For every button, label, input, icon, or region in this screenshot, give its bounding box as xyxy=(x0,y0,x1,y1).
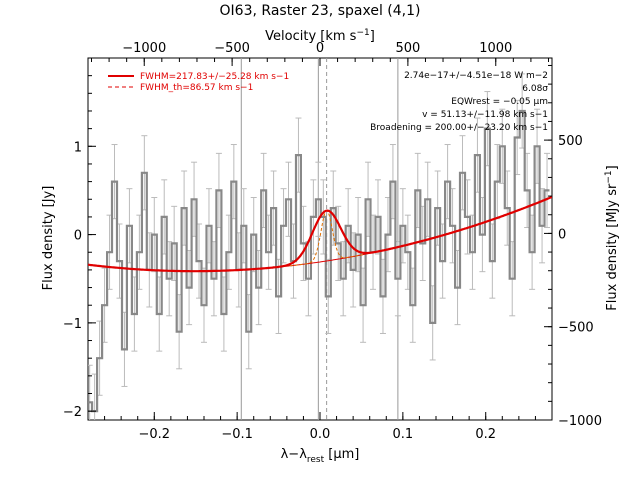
fit-annotations: 2.74e−17+/−4.51e−18 W m−2 6.08σ EQWrest … xyxy=(370,71,548,133)
right-y-axis-label: Flux density [MJy sr−1] xyxy=(604,165,620,310)
x-tick-label: −0.2 xyxy=(138,427,170,442)
y-tick-label: −1 xyxy=(63,317,82,332)
y-tick-label: 0 xyxy=(74,229,82,244)
y-tick-label: 1 xyxy=(74,140,82,155)
top-x-tick-label: −1000 xyxy=(122,41,166,56)
x-tick-label: −0.1 xyxy=(221,427,253,442)
total-fit xyxy=(88,195,552,273)
top-x-tick-label: −500 xyxy=(214,41,250,56)
top-x-tick-label: 0 xyxy=(316,41,324,56)
legend: FWHM=217.83+/−25.28 km s−1 FWHM_th=86.57… xyxy=(108,72,289,93)
right-y-tick-label: −1000 xyxy=(558,414,602,429)
top-x-tick-label: 1000 xyxy=(479,41,512,56)
annotation-broadening: Broadening = 200.00+/−23.20 km s−1 xyxy=(370,123,548,133)
legend-entry-fwhm: FWHM=217.83+/−25.28 km s−1 xyxy=(140,72,289,82)
annotation-flux: 2.74e−17+/−4.51e−18 W m−2 xyxy=(404,71,548,81)
annotation-eqw: EQWrest = −0.05 µm xyxy=(451,97,548,107)
top-x-axis-label: Velocity [km s−1] xyxy=(265,28,375,44)
x-tick-label: 0.0 xyxy=(310,427,331,442)
x-tick-label: 0.2 xyxy=(475,427,496,442)
annotation-velocity: v = 51.13+/−11.98 km s−1 xyxy=(422,110,548,120)
y-axis-label: Flux density [Jy] xyxy=(41,186,56,291)
right-y-tick-label: −500 xyxy=(558,321,594,336)
chart-title: OI63, Raster 23, spaxel (4,1) xyxy=(220,3,421,19)
right-y-tick-label: 500 xyxy=(558,134,583,149)
right-y-tick-label: 0 xyxy=(558,227,566,242)
spectrum-steps xyxy=(88,109,550,413)
annotation-sigma: 6.08σ xyxy=(522,84,548,94)
top-x-tick-label: 500 xyxy=(395,41,420,56)
x-tick-label: 0.1 xyxy=(393,427,414,442)
x-axis-label: λ−λrest [µm] xyxy=(281,447,360,465)
y-tick-label: −2 xyxy=(63,405,82,420)
legend-entry-fwhm-th: FWHM_th=86.57 km s−1 xyxy=(140,83,253,93)
